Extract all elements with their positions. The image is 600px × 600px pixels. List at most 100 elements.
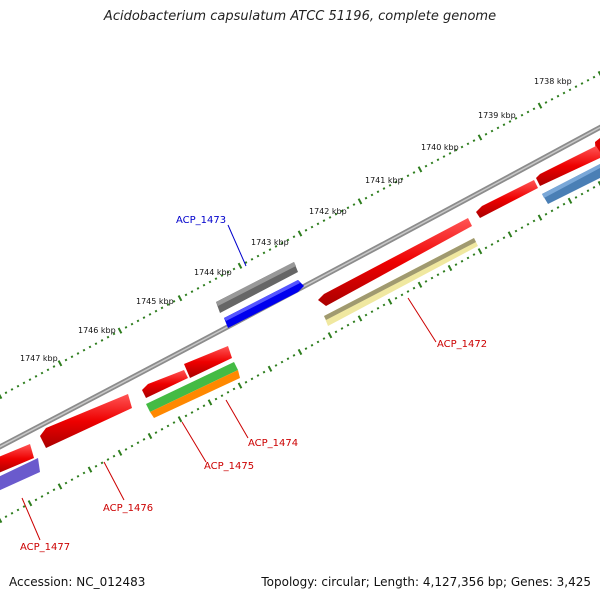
scale-tick: [430, 161, 434, 165]
scale-tick: [280, 360, 284, 364]
scale-tick: [52, 488, 56, 492]
scale-tick: [214, 277, 218, 281]
scale-tick: [46, 491, 50, 495]
gene-ACP_1473-feature[interactable]: [224, 280, 304, 328]
scale-tick: [310, 343, 314, 347]
scale-tick: [237, 262, 243, 269]
scale-tick: [4, 515, 8, 518]
scale-tick: [567, 197, 573, 204]
scale-tick: [316, 340, 320, 344]
scale-tick: [448, 152, 452, 155]
scale-tick: [262, 370, 266, 374]
tick-label-1743: 1743 kbp: [251, 238, 289, 247]
scale-tick: [142, 316, 146, 319]
scale-tick: [550, 97, 554, 101]
scale-tick: [400, 177, 404, 181]
scale-tick: [244, 261, 248, 264]
scale-tick: [346, 323, 350, 327]
scale-tick: [130, 322, 134, 326]
label-ACP_1472[interactable]: ACP_1472: [437, 339, 487, 350]
scale-tick: [136, 319, 140, 323]
scale-tick: [556, 94, 560, 98]
scale-tick: [52, 365, 56, 368]
scale-tick: [304, 347, 308, 350]
scale-tick: [340, 209, 344, 213]
label-ACP_1476[interactable]: ACP_1476: [103, 503, 153, 514]
scale-tick: [334, 330, 338, 334]
scale-tick: [454, 263, 458, 266]
scale-tick: [442, 270, 446, 273]
leader-ACP_1474: [225, 399, 249, 439]
scale-tick: [466, 142, 470, 146]
scale-tick: [130, 444, 134, 448]
scale-tick: [64, 481, 68, 485]
label-ACP_1477[interactable]: ACP_1477: [20, 542, 70, 553]
scale-tick: [226, 390, 230, 394]
tick-label-1740: 1740 kbp: [421, 143, 459, 152]
gene-ACP_1476-feature[interactable]: [40, 394, 132, 448]
scale-tick: [502, 236, 506, 240]
scale-tick: [250, 257, 254, 261]
scale-tick: [460, 259, 464, 263]
inner-scale-ring: [0, 180, 600, 524]
scale-tick: [136, 441, 140, 445]
scale-tick: [76, 352, 80, 355]
scale-tick: [196, 407, 200, 411]
accession-text: Accession: NC_012483: [9, 575, 146, 589]
gene-block-red-2[interactable]: [476, 180, 538, 218]
scale-tick: [352, 320, 356, 324]
kbp-tick-labels: 1738 kbp 1739 kbp 1740 kbp 1741 kbp 1742…: [20, 77, 572, 363]
scale-tick: [220, 274, 224, 277]
scale-tick: [40, 371, 44, 375]
label-ACP_1474[interactable]: ACP_1474: [248, 438, 298, 449]
gene-ACP_1474-feature[interactable]: [146, 362, 238, 412]
scale-tick: [70, 355, 74, 359]
scale-tick: [117, 327, 123, 334]
scale-tick: [34, 498, 38, 502]
scale-tick: [322, 219, 326, 222]
scale-tick: [40, 495, 44, 498]
scale-tick: [484, 246, 488, 250]
scale-tick: [147, 432, 153, 440]
tick-label-1738: 1738 kbp: [534, 77, 572, 86]
gene-ACP_1475-feature[interactable]: [150, 370, 240, 418]
scale-tick: [100, 339, 104, 342]
gene-block-red-6[interactable]: [0, 444, 34, 474]
scale-tick: [16, 384, 20, 388]
scale-tick: [112, 332, 116, 336]
gene-block-red-4[interactable]: [184, 346, 232, 378]
scale-tick: [57, 360, 63, 367]
scale-tick: [568, 88, 572, 92]
label-ACP_1473[interactable]: ACP_1473: [176, 215, 226, 226]
gene-block-red-5[interactable]: [142, 370, 188, 398]
scale-tick: [357, 315, 363, 322]
scale-tick: [22, 505, 26, 508]
scale-tick: [382, 303, 386, 307]
scale-tick: [520, 113, 524, 117]
label-ACP_1475[interactable]: ACP_1475: [204, 461, 254, 472]
scale-tick: [292, 235, 296, 239]
gene-block-red-long[interactable]: [318, 218, 472, 306]
scale-tick: [190, 411, 194, 414]
scale-tick: [327, 332, 333, 339]
scale-tick: [520, 226, 524, 230]
scale-tick: [376, 190, 380, 194]
scale-tick: [592, 75, 596, 79]
scale-tick: [202, 404, 206, 408]
scale-tick: [106, 458, 110, 461]
scale-tick: [514, 229, 518, 233]
scale-tick: [292, 354, 296, 357]
gene-ACP_1477-feature[interactable]: [0, 458, 40, 492]
gene-block-red-3[interactable]: [536, 146, 600, 186]
scale-tick: [544, 212, 548, 216]
forward-features: [216, 138, 600, 328]
scale-tick: [477, 134, 483, 141]
scale-tick: [382, 187, 386, 190]
scale-tick: [574, 85, 578, 89]
scale-tick: [436, 273, 440, 277]
scale-tick: [388, 183, 392, 187]
scale-tick: [0, 392, 3, 400]
scale-tick: [0, 516, 3, 524]
scale-tick: [514, 117, 518, 120]
scale-tick: [447, 264, 453, 272]
